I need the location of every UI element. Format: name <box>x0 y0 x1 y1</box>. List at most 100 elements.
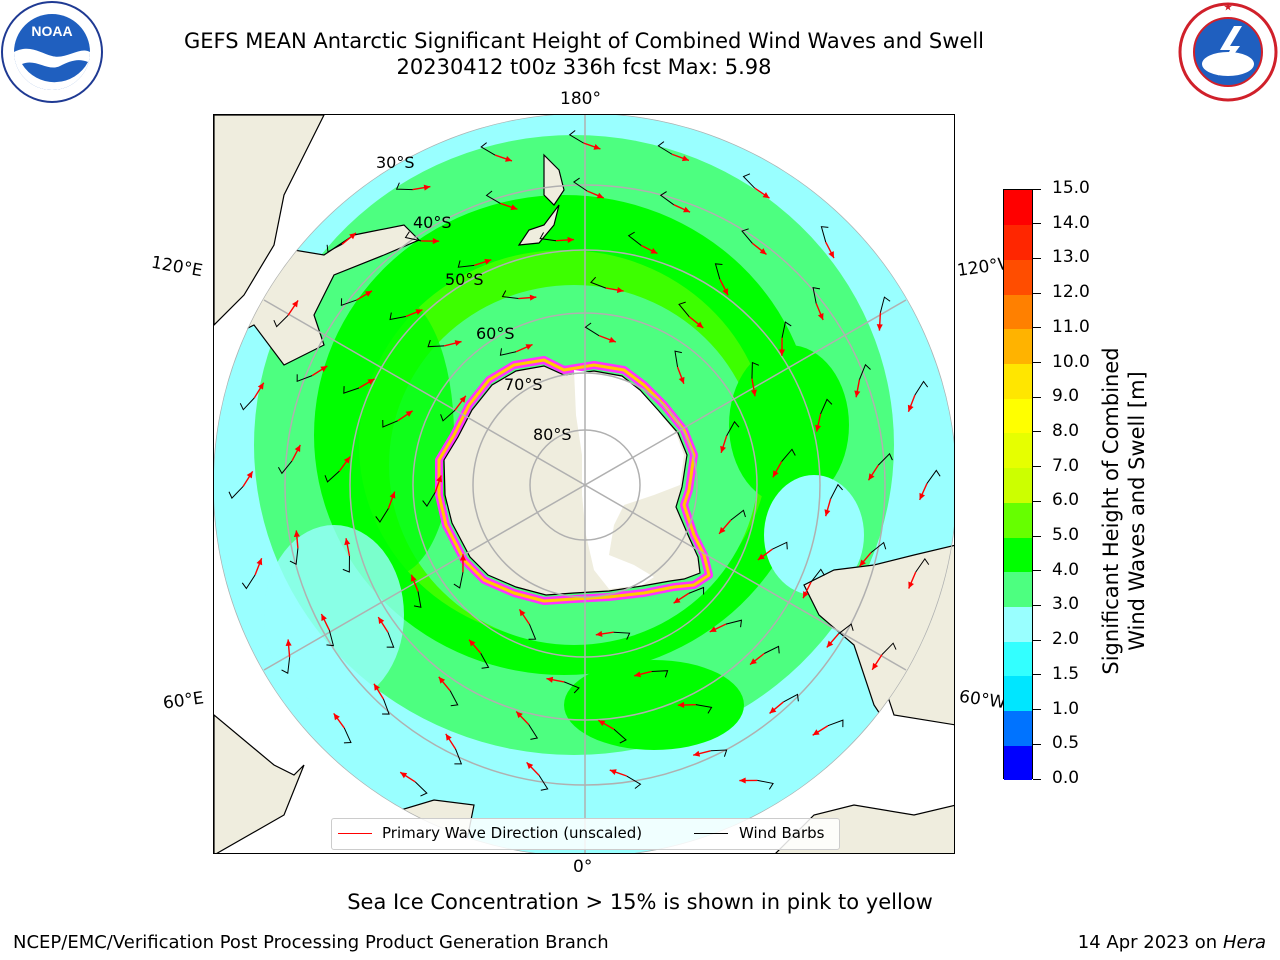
colorbar-tick <box>1033 709 1041 711</box>
wind-barb <box>278 460 293 475</box>
colorbar-tick-label: 13.0 <box>1052 247 1090 268</box>
wave-arrow-head <box>389 491 396 499</box>
graticule <box>214 115 954 853</box>
legend-barb-line <box>694 833 728 834</box>
wave-arrow-head <box>824 509 831 517</box>
wind-barb <box>870 541 887 553</box>
lat-label-80s: 80°S <box>533 425 572 444</box>
wave-arrow-head <box>343 456 351 464</box>
wind-barb <box>725 619 743 628</box>
wind-barb <box>881 642 897 655</box>
colorbar-tick <box>1033 396 1041 398</box>
wave-arrow-head <box>546 676 554 683</box>
wave-arrow-head <box>868 473 875 481</box>
footer-date: 14 Apr 2023 on Hera <box>1078 932 1266 953</box>
wind-barb <box>404 231 422 242</box>
wind-barb <box>528 624 537 640</box>
wind-barb <box>427 339 445 348</box>
wind-barb <box>342 555 350 573</box>
wave-arrow-head <box>364 290 372 297</box>
wind-barb <box>584 322 600 337</box>
colorbar-segment <box>1004 537 1032 573</box>
wind-barb <box>914 380 929 396</box>
colorbar-segment <box>1004 294 1032 330</box>
wave-arrow-head <box>285 639 292 646</box>
wind-barb <box>810 568 825 583</box>
wind-barb <box>326 243 343 253</box>
colorbar-tick <box>1033 257 1041 259</box>
wave-arrow-head <box>608 336 616 343</box>
colorbar-tick <box>1033 327 1041 329</box>
wind-barb <box>730 509 746 521</box>
colorbar-tick <box>1033 188 1041 190</box>
wind-barb <box>395 182 413 191</box>
wind-barb <box>742 173 755 189</box>
colorbar-tick-label: 8.0 <box>1052 420 1080 441</box>
legend-wave-line <box>338 833 372 834</box>
colorbar-tick <box>1033 466 1041 468</box>
wind-barb <box>568 130 584 144</box>
lon-label-0: 0° <box>573 857 593 877</box>
wave-arrow-head <box>367 378 375 385</box>
wave-arrow-head <box>349 232 356 240</box>
wave-arrow-head <box>650 247 658 254</box>
colorbar-tick <box>1033 570 1041 572</box>
wind-barb <box>674 350 682 368</box>
wave-arrow-head <box>616 287 624 294</box>
svg-text:★: ★ <box>1224 2 1233 12</box>
wind-barb <box>389 312 406 321</box>
wind-barb <box>820 398 833 415</box>
wave-arrow-head <box>778 349 786 356</box>
wave-arrow-head <box>815 424 822 432</box>
wind-barb <box>830 483 843 500</box>
wave-arrow-head <box>709 626 717 632</box>
colorbar-tick-label: 2.0 <box>1052 629 1080 650</box>
wave-arrow-head <box>423 184 431 191</box>
wave-arrow-head <box>596 192 604 199</box>
wave-arrow-head <box>719 527 726 534</box>
wave-arrow-head <box>634 671 642 678</box>
wave-arrow-head <box>876 324 883 331</box>
wave-arrow-head <box>459 554 467 561</box>
wind-barb <box>228 486 244 499</box>
noaa-logo: NOAA <box>1 1 103 103</box>
colorbar-tick <box>1033 604 1041 606</box>
colorbar-tick <box>1033 292 1041 294</box>
wind-barb <box>915 557 930 573</box>
wave-arrow-head <box>757 553 765 560</box>
wave-arrow-head <box>445 733 452 741</box>
wave-arrow-head <box>828 251 834 259</box>
wind-barb <box>877 452 893 466</box>
wind-barb <box>538 775 549 791</box>
wind-barb <box>651 670 669 678</box>
wind-barb <box>454 748 463 765</box>
wave-arrow-head <box>405 410 413 417</box>
wave-arrow-head <box>526 762 534 770</box>
colorbar-segment <box>1004 259 1032 295</box>
wind-barb <box>324 470 340 483</box>
wind-barb <box>657 141 673 155</box>
colorbar-tick-label: 15.0 <box>1052 178 1090 198</box>
wind-barb <box>480 142 496 156</box>
wave-arrow-head <box>681 155 689 162</box>
antarctica <box>435 356 713 605</box>
colorbar-segment <box>1004 328 1032 365</box>
colorbar-segment <box>1004 641 1032 677</box>
colorbar-tick <box>1033 535 1041 537</box>
wind-barb <box>714 263 723 280</box>
wave-arrow-head <box>293 530 300 537</box>
colorbar-segment <box>1004 224 1032 260</box>
colorbar <box>1003 189 1033 781</box>
colorbar-tick <box>1033 500 1041 502</box>
nws-logo: ★ <box>1178 2 1278 102</box>
wave-arrow-head <box>378 617 385 625</box>
footer-machine: Hera <box>1222 932 1266 953</box>
wind-barb <box>343 386 360 394</box>
wave-arrow-head <box>908 581 914 589</box>
wind-barb <box>453 572 464 589</box>
wave-arrow-head <box>722 288 729 296</box>
wind-barb <box>343 727 352 744</box>
colorbar-label: Significant Height of Combined Wind Wave… <box>1098 301 1150 721</box>
wind-barb <box>501 290 519 300</box>
wind-barb <box>382 419 398 428</box>
